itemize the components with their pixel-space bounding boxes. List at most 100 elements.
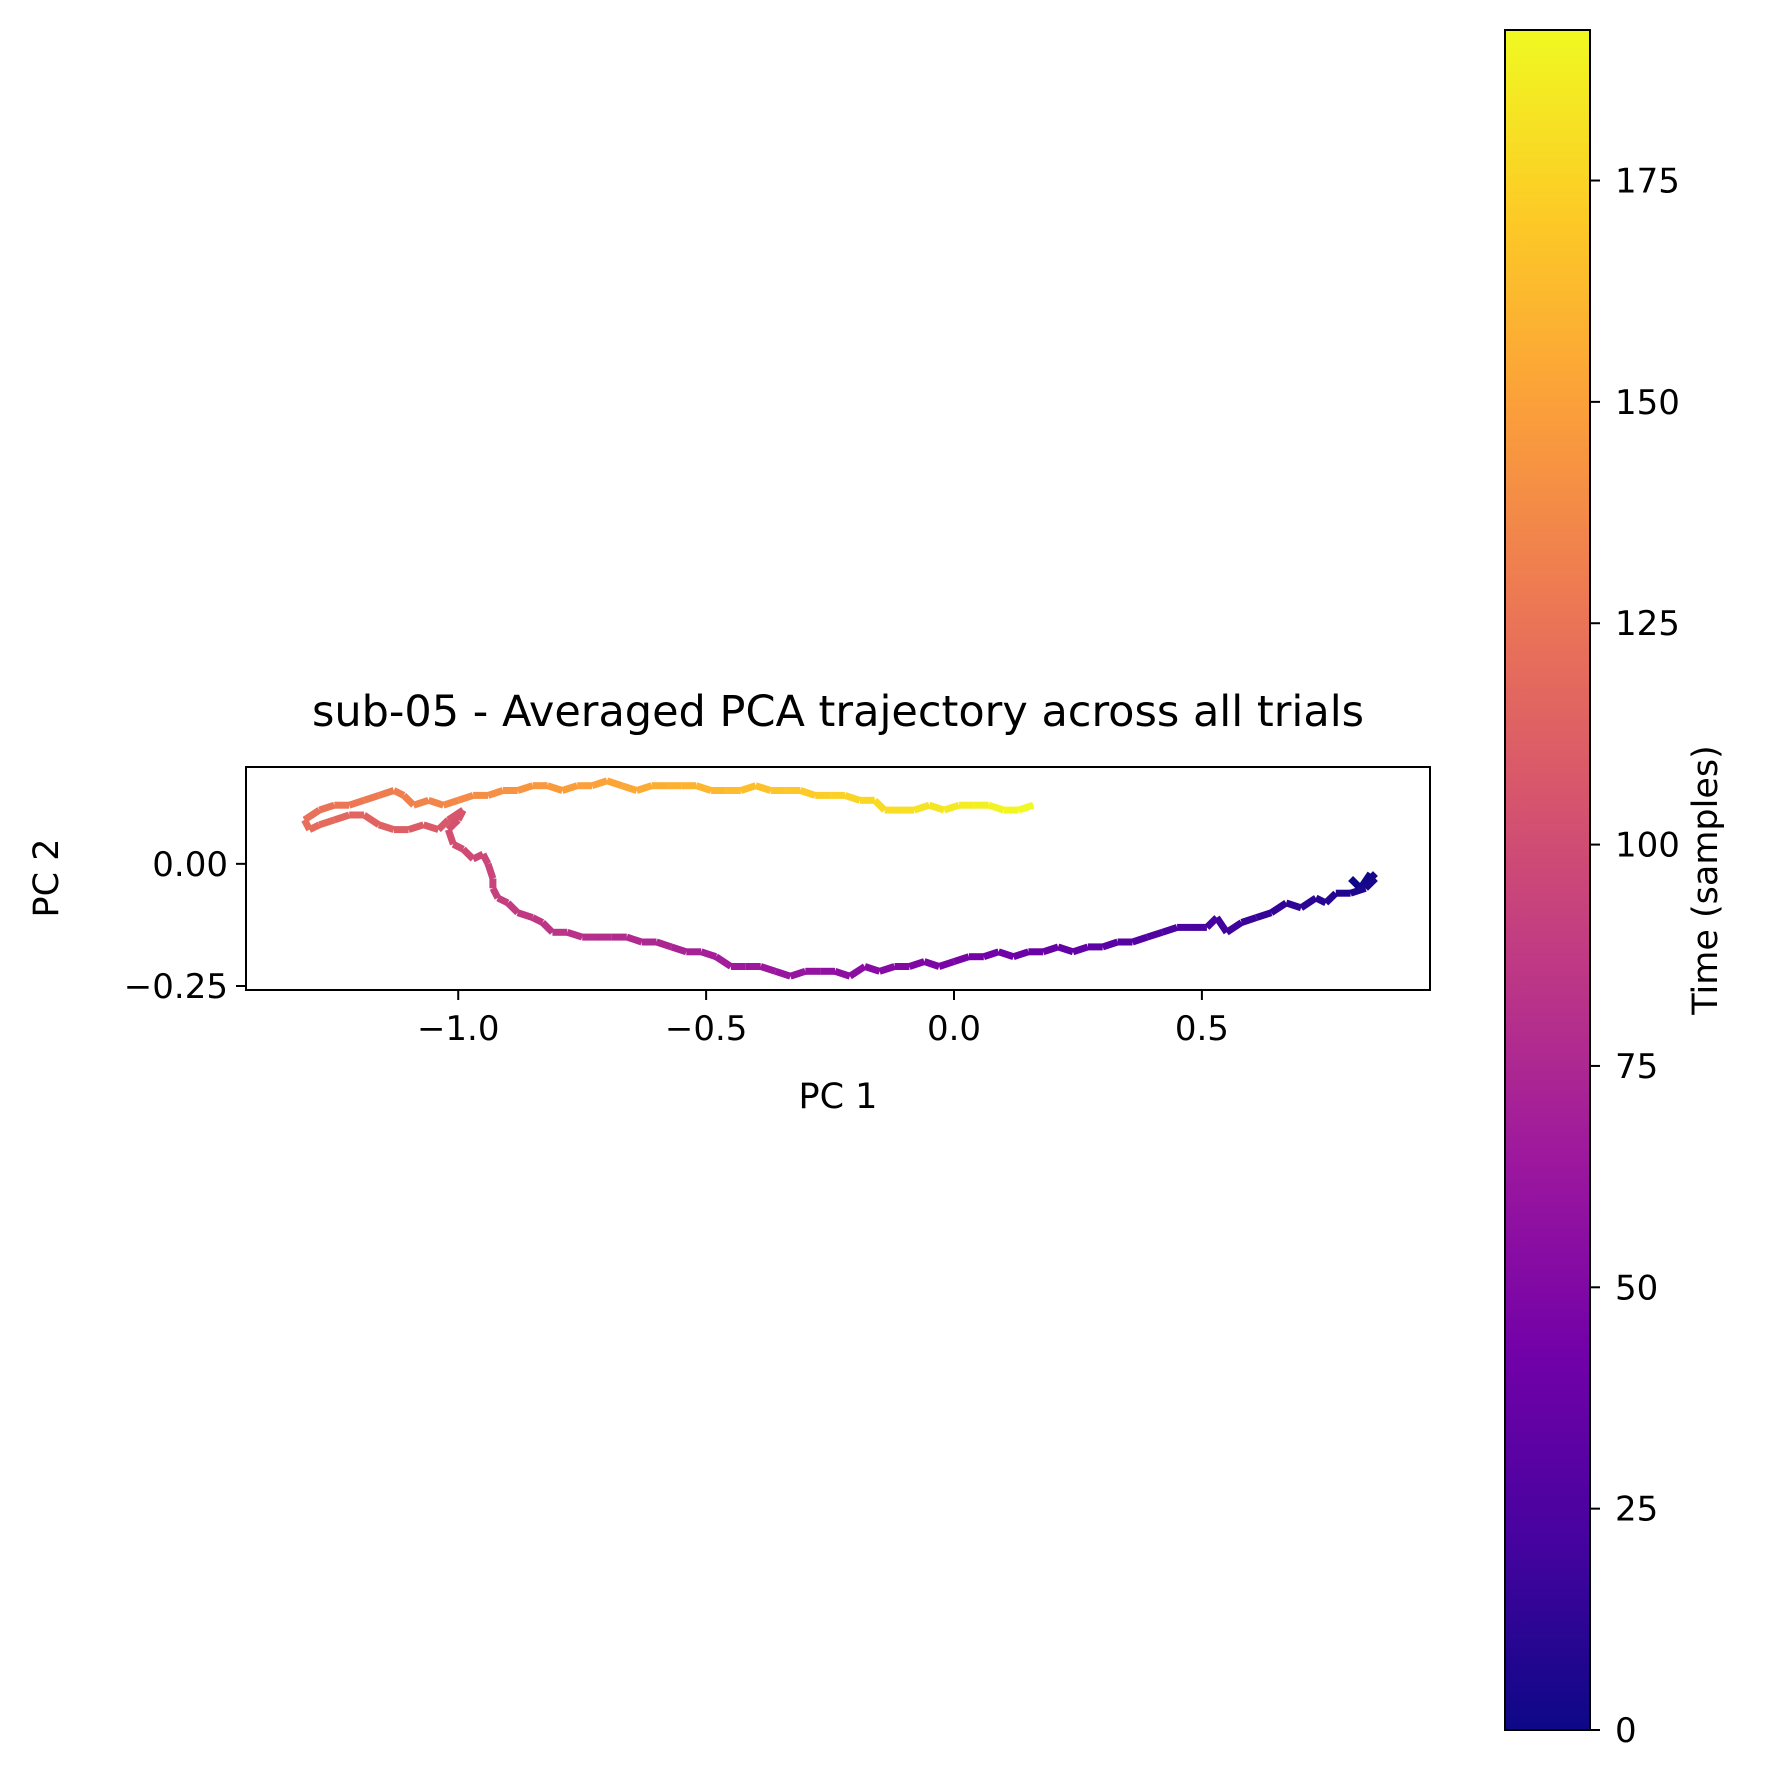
trajectory-segment — [789, 967, 807, 980]
trajectory-segment — [362, 792, 380, 804]
trajectory-segment — [605, 777, 623, 790]
trajectory-segment — [1057, 943, 1075, 956]
trajectory-segment — [435, 817, 451, 833]
colorbar-tick-label: 100 — [1615, 826, 1680, 866]
trajectory-segment — [1299, 895, 1318, 911]
trajectory-segment — [1240, 914, 1258, 926]
trajectory-segment — [799, 787, 817, 799]
trajectory-segment — [739, 782, 757, 794]
trajectory-segment — [318, 801, 336, 814]
trajectory-segment — [625, 933, 643, 946]
trajectory-segment — [484, 862, 497, 880]
trajectory-segment — [863, 963, 881, 975]
trajectory-segment — [348, 796, 366, 809]
trajectory-segment — [457, 792, 475, 804]
trajectory-segment — [318, 816, 336, 829]
trajectory-segment — [591, 777, 609, 790]
trajectory-segment — [496, 894, 510, 907]
trajectory-segment — [516, 909, 534, 921]
trajectory-segment — [1363, 876, 1378, 891]
plot-area-frame — [245, 766, 1431, 991]
x-tick-label: −1.0 — [417, 1009, 500, 1049]
x-axis-label: PC 1 — [799, 1077, 878, 1117]
trajectory-segment — [401, 792, 417, 808]
trajectory-segment — [444, 828, 457, 846]
trajectory-segment — [392, 787, 406, 799]
colorbar-tick-label: 175 — [1615, 162, 1680, 202]
trajectory-segment — [377, 787, 395, 799]
colorbar-ticks: 0 25 50 75 100 125 150 175 — [1590, 162, 1680, 1751]
trajectory-segment — [1255, 909, 1273, 921]
trajectory-segment — [987, 801, 1005, 814]
trajectory-segment — [540, 920, 555, 935]
trajectory-segment — [460, 846, 476, 862]
trajectory-segment — [843, 792, 861, 804]
colorbar-tick-label: 150 — [1615, 383, 1680, 423]
trajectory-segment — [997, 948, 1015, 961]
trajectory-segment — [427, 796, 445, 809]
trajectory-segment — [1269, 899, 1289, 916]
trajectory-segment — [1349, 884, 1367, 897]
trajectory-segment — [1285, 899, 1303, 912]
y-axis-ticks: −0.25 0.00 — [124, 845, 246, 1007]
trajectory-segment — [655, 938, 673, 951]
colorbar-tick-label: 75 — [1615, 1047, 1658, 1087]
trajectory-segment — [635, 782, 653, 794]
y-axis-label: PC 2 — [27, 839, 67, 918]
trajectory-segment — [302, 807, 322, 823]
trajectory-segment — [489, 886, 502, 900]
trajectory-segment — [486, 787, 504, 799]
trajectory-segment — [445, 817, 461, 833]
trajectory-segment — [908, 958, 926, 970]
trajectory-segment — [446, 807, 466, 823]
trajectory-segment — [471, 850, 485, 863]
trajectory-segment — [1146, 928, 1164, 941]
trajectory-segment — [923, 958, 941, 970]
trajectory-segment — [759, 963, 777, 975]
chart-title: sub-05 - Averaged PCA trajectory across … — [312, 687, 1364, 737]
trajectory-segment — [982, 948, 1000, 961]
trajectory-segment — [451, 841, 465, 853]
trajectory-segment — [670, 943, 688, 956]
colorbar-tick-label: 25 — [1615, 1490, 1658, 1530]
trajectory-segment — [307, 821, 321, 833]
colorbar-tick-label: 125 — [1615, 604, 1680, 644]
trajectory-segment — [1224, 919, 1244, 936]
trajectory-segment — [872, 797, 888, 813]
trajectory-segment — [566, 928, 584, 941]
trajectory-segment — [943, 801, 961, 814]
trajectory-segment — [412, 796, 430, 809]
trajectory-segment — [878, 963, 896, 975]
trajectory-segment — [377, 821, 395, 833]
trajectory-segment — [847, 963, 867, 980]
x-tick-label: 0.0 — [927, 1009, 981, 1049]
colorbar-label: Time (samples) — [1686, 745, 1726, 1016]
trajectory-segment — [620, 782, 638, 794]
colorbar-tick-label: 0 — [1615, 1711, 1637, 1751]
colorbar — [1504, 29, 1591, 1731]
trajectory-segment — [442, 796, 460, 809]
x-tick-label: −0.5 — [665, 1009, 748, 1049]
trajectory-segment — [505, 900, 521, 916]
trajectory-segment — [333, 811, 351, 824]
trajectory-segment — [1042, 943, 1060, 956]
y-tick-label: −0.25 — [124, 967, 228, 1007]
x-tick-label: 0.5 — [1175, 1009, 1229, 1049]
trajectory-segment — [1101, 938, 1119, 951]
trajectory-segment — [1131, 933, 1149, 946]
trajectory-segment — [928, 801, 946, 814]
trajectory-segment — [1314, 894, 1328, 907]
trajectory-segment — [1323, 890, 1339, 906]
trajectory-segment — [833, 967, 851, 980]
trajectory-segment — [516, 782, 534, 794]
trajectory-segment — [1012, 948, 1030, 961]
trajectory-segment — [952, 953, 970, 965]
trajectory-segment — [546, 782, 564, 794]
trajectory-segment — [754, 782, 772, 794]
trajectory-segment — [1161, 924, 1179, 936]
x-axis-ticks: −1.0 −0.5 0.0 0.5 — [417, 990, 1229, 1049]
trajectory-line — [301, 777, 1378, 980]
trajectory-segment — [1071, 943, 1089, 956]
trajectory-segment — [913, 801, 931, 814]
